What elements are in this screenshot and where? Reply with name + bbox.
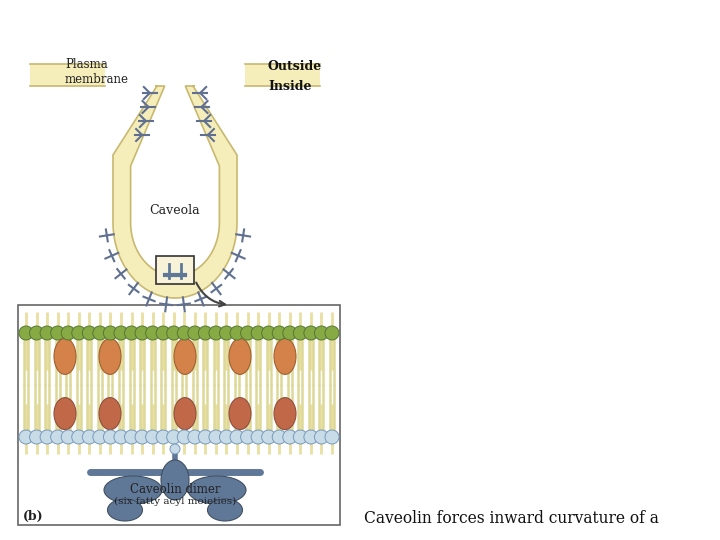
- Circle shape: [156, 326, 170, 340]
- Circle shape: [125, 430, 138, 444]
- Circle shape: [209, 326, 223, 340]
- Circle shape: [72, 326, 86, 340]
- Circle shape: [325, 326, 339, 340]
- Ellipse shape: [188, 476, 246, 504]
- Bar: [156, 256, 194, 284]
- Circle shape: [156, 430, 170, 444]
- Text: (six fatty acyl moieties): (six fatty acyl moieties): [114, 497, 236, 506]
- Circle shape: [293, 326, 307, 340]
- Circle shape: [272, 430, 287, 444]
- Circle shape: [230, 430, 244, 444]
- Text: Caveolin dimer: Caveolin dimer: [130, 483, 220, 496]
- Text: Plasma
membrane: Plasma membrane: [65, 58, 129, 86]
- Circle shape: [104, 326, 117, 340]
- Ellipse shape: [207, 499, 243, 521]
- Circle shape: [30, 430, 43, 444]
- Circle shape: [50, 430, 65, 444]
- Circle shape: [61, 430, 75, 444]
- Circle shape: [114, 326, 128, 340]
- Ellipse shape: [104, 476, 162, 504]
- Ellipse shape: [54, 339, 76, 374]
- Circle shape: [50, 326, 65, 340]
- Circle shape: [125, 326, 138, 340]
- Text: Caveolin forces inward curvature of a: Caveolin forces inward curvature of a: [364, 510, 659, 527]
- Circle shape: [199, 326, 212, 340]
- Circle shape: [261, 430, 276, 444]
- Circle shape: [199, 430, 212, 444]
- Circle shape: [167, 326, 181, 340]
- Circle shape: [177, 430, 192, 444]
- Circle shape: [283, 326, 297, 340]
- Circle shape: [251, 430, 265, 444]
- Circle shape: [30, 326, 43, 340]
- Circle shape: [135, 430, 149, 444]
- Circle shape: [145, 326, 160, 340]
- Ellipse shape: [274, 397, 296, 430]
- Ellipse shape: [229, 397, 251, 430]
- Circle shape: [40, 430, 54, 444]
- Circle shape: [170, 444, 180, 454]
- Circle shape: [61, 326, 75, 340]
- Circle shape: [93, 326, 107, 340]
- Circle shape: [114, 430, 128, 444]
- Bar: [18, 305, 340, 525]
- Polygon shape: [113, 86, 237, 298]
- Circle shape: [188, 326, 202, 340]
- Circle shape: [188, 430, 202, 444]
- Circle shape: [19, 326, 33, 340]
- Circle shape: [40, 326, 54, 340]
- Circle shape: [315, 326, 328, 340]
- Circle shape: [230, 326, 244, 340]
- Circle shape: [304, 430, 318, 444]
- Ellipse shape: [274, 339, 296, 374]
- Circle shape: [135, 326, 149, 340]
- Ellipse shape: [174, 339, 196, 374]
- Circle shape: [145, 430, 160, 444]
- Circle shape: [82, 326, 96, 340]
- Circle shape: [19, 430, 33, 444]
- Circle shape: [82, 430, 96, 444]
- Ellipse shape: [54, 397, 76, 430]
- Circle shape: [220, 326, 233, 340]
- Circle shape: [72, 430, 86, 444]
- Circle shape: [293, 430, 307, 444]
- Ellipse shape: [229, 339, 251, 374]
- Ellipse shape: [161, 460, 189, 500]
- Text: Caveola: Caveola: [150, 204, 200, 217]
- Circle shape: [240, 326, 255, 340]
- Circle shape: [325, 430, 339, 444]
- Text: (b): (b): [23, 510, 44, 523]
- Polygon shape: [130, 86, 220, 276]
- Circle shape: [93, 430, 107, 444]
- Circle shape: [283, 430, 297, 444]
- Text: Outside: Outside: [268, 60, 323, 73]
- Circle shape: [177, 326, 192, 340]
- Circle shape: [251, 326, 265, 340]
- Text: Inside: Inside: [268, 80, 312, 93]
- Ellipse shape: [107, 499, 143, 521]
- Circle shape: [315, 430, 328, 444]
- Ellipse shape: [99, 339, 121, 374]
- Circle shape: [240, 430, 255, 444]
- Circle shape: [104, 430, 117, 444]
- Circle shape: [209, 430, 223, 444]
- Circle shape: [220, 430, 233, 444]
- Circle shape: [167, 430, 181, 444]
- Circle shape: [272, 326, 287, 340]
- Circle shape: [261, 326, 276, 340]
- Ellipse shape: [174, 397, 196, 430]
- Ellipse shape: [99, 397, 121, 430]
- Circle shape: [304, 326, 318, 340]
